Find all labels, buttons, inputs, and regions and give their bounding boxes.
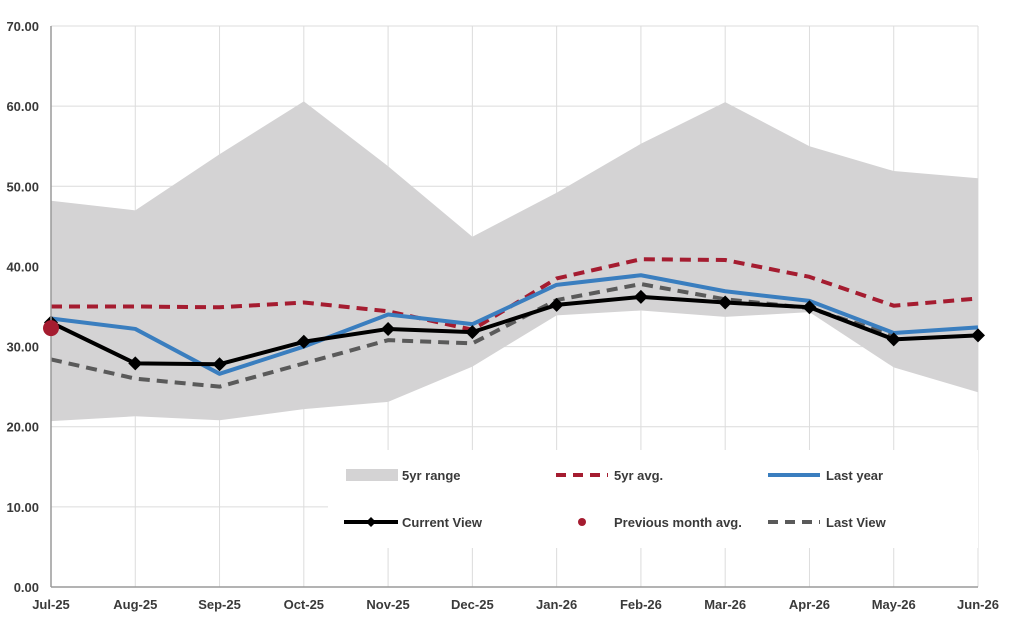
x-tick-label-jul-25: Jul-25 <box>32 597 70 612</box>
x-tick-label-feb-26: Feb-26 <box>620 597 662 612</box>
marker-current-view-may-26 <box>886 332 901 347</box>
marker-current-view-feb-26 <box>633 289 648 304</box>
x-tick-label-apr-26: Apr-26 <box>789 597 830 612</box>
marker-current-view-nov-25 <box>381 321 396 336</box>
y-tick-label-4: 40.00 <box>6 259 39 274</box>
series-line-current-view <box>50 294 979 367</box>
legend-background <box>328 450 978 548</box>
marker-current-view-oct-25 <box>296 334 311 349</box>
point-previous-month-avg <box>43 320 59 337</box>
x-tick-label-mar-26: Mar-26 <box>704 597 746 612</box>
legend-label-last-year: Last year <box>826 468 883 483</box>
marker-current-view-mar-26 <box>718 295 733 310</box>
y-axis-ticks: 0.00 10.00 20.00 30.00 40.00 50.00 60.00 70.00 <box>6 19 39 595</box>
range-band-layer <box>51 101 978 422</box>
y-tick-label-5: 50.00 <box>6 179 39 194</box>
legend: 5yr range 5yr avg. Last year Current Vie… <box>328 450 978 548</box>
x-tick-label-jan-26: Jan-26 <box>536 597 577 612</box>
marker-current-view-jun-26 <box>971 328 985 343</box>
x-tick-label-aug-25: Aug-25 <box>113 597 157 612</box>
legend-swatch-current-view-marker <box>366 517 376 527</box>
x-tick-label-sep-25: Sep-25 <box>198 597 241 612</box>
marker-current-view-dec-25 <box>465 325 480 340</box>
marker-current-view-aug-25 <box>128 356 143 371</box>
y-tick-label-6: 60.00 <box>6 99 39 114</box>
legend-label-5yr-avg: 5yr avg. <box>614 468 663 483</box>
legend-label-previous-month-avg: Previous month avg. <box>614 515 742 530</box>
series-line-last-year <box>50 273 979 376</box>
x-tick-label-dec-25: Dec-25 <box>451 597 494 612</box>
x-tick-label-nov-25: Nov-25 <box>366 597 409 612</box>
x-axis-ticks: Jul-25 Aug-25 Sep-25 Oct-25 Nov-25 Dec-25 Jan-… <box>32 597 999 612</box>
axes <box>50 26 978 588</box>
y-tick-label-0: 0.00 <box>14 580 39 595</box>
marker-current-view-jan-26 <box>549 297 564 312</box>
x-tick-label-jun-26: Jun-26 <box>957 597 999 612</box>
y-tick-label-7: 70.00 <box>6 19 39 34</box>
legend-label-5yr-range: 5yr range <box>402 468 461 483</box>
y-tick-label-2: 20.00 <box>6 420 39 435</box>
legend-label-current-view: Current View <box>402 515 483 530</box>
series-layer <box>44 257 985 389</box>
marker-current-view-apr-26 <box>802 300 817 315</box>
y-tick-label-3: 30.00 <box>6 340 39 355</box>
y-tick-label-1: 10.00 <box>6 500 39 515</box>
legend-swatch-previous-month-avg <box>578 518 586 526</box>
marker-current-view-sep-25 <box>212 357 227 372</box>
range-band-5yr-range <box>51 101 978 422</box>
x-tick-label-oct-25: Oct-25 <box>284 597 324 612</box>
legend-label-last-view: Last View <box>826 515 887 530</box>
x-tick-label-may-26: May-26 <box>872 597 916 612</box>
points-layer <box>43 320 59 337</box>
legend-swatch-5yr-range <box>346 469 398 481</box>
